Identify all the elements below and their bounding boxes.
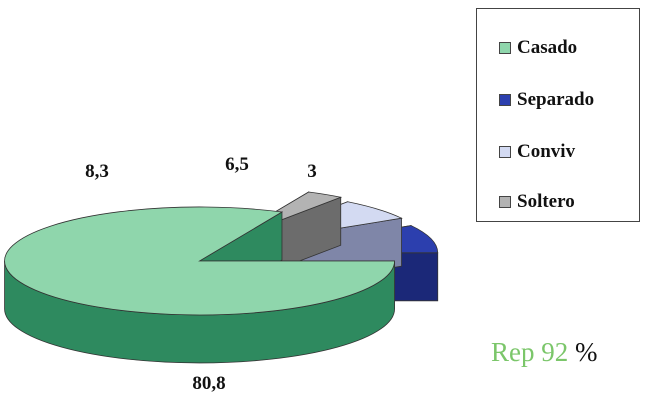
legend-label-conviv: Conviv [517,141,576,162]
legend-item-separado: Separado [499,89,594,111]
legend-label-soltero: Soltero [517,191,575,212]
legend-label-casado: Casado [517,37,578,58]
data-label-separado: 8,3 [85,161,109,182]
data-label-casado: 80,8 [192,373,225,393]
legend-swatch-separado [499,94,511,106]
footnote: Rep 92 % [491,337,598,368]
legend-label-separado: Separado [517,89,595,110]
legend-item-soltero: Soltero [499,191,575,213]
legend: Casado Separado Conviv Soltero [476,8,640,222]
legend-swatch-conviv [499,146,511,158]
data-label-conviv: 6,5 [225,154,249,175]
legend-item-casado: Casado [499,37,577,59]
footnote-percent: % [568,337,598,367]
data-label-soltero: 3 [307,161,317,182]
pie-chart: 80,8 8,3 6,5 3 [4,154,439,393]
slice-top-casado [4,206,395,316]
slice-casado [4,206,395,364]
legend-item-conviv: Conviv [499,141,575,163]
legend-swatch-casado [499,42,511,54]
footnote-rep: Rep 92 [491,337,569,367]
legend-swatch-soltero [499,196,511,208]
